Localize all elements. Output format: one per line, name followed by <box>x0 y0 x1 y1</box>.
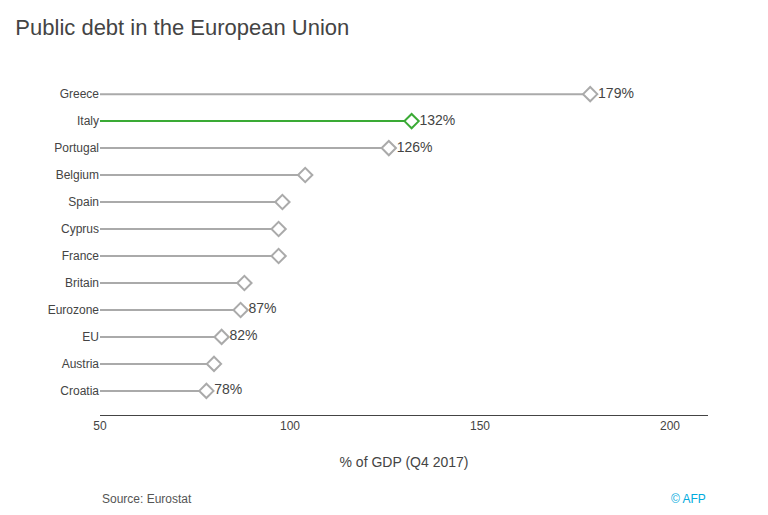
svg-text:179%: 179% <box>598 85 634 101</box>
svg-text:150: 150 <box>470 419 490 433</box>
svg-text:82%: 82% <box>229 327 257 343</box>
svg-text:Public debt in the European Un: Public debt in the European Union <box>15 15 349 40</box>
svg-text:Cyprus: Cyprus <box>61 222 99 236</box>
svg-text:Greece: Greece <box>60 87 100 101</box>
svg-text:Belgium: Belgium <box>56 168 99 182</box>
svg-text:© AFP: © AFP <box>671 492 706 506</box>
svg-text:Austria: Austria <box>62 357 100 371</box>
svg-text:EU: EU <box>82 330 99 344</box>
svg-text:Source: Eurostat: Source: Eurostat <box>102 492 192 506</box>
svg-text:France: France <box>62 249 100 263</box>
svg-text:Portugal: Portugal <box>54 141 99 155</box>
svg-text:78%: 78% <box>214 381 242 397</box>
svg-text:132%: 132% <box>419 112 455 128</box>
svg-text:100: 100 <box>280 419 300 433</box>
svg-text:50: 50 <box>93 419 107 433</box>
svg-text:Britain: Britain <box>65 276 99 290</box>
svg-text:Italy: Italy <box>77 114 99 128</box>
svg-text:% of GDP (Q4 2017): % of GDP (Q4 2017) <box>340 454 469 470</box>
svg-text:Eurozone: Eurozone <box>48 303 100 317</box>
svg-text:126%: 126% <box>397 139 433 155</box>
svg-text:Croatia: Croatia <box>60 384 99 398</box>
svg-text:Spain: Spain <box>68 195 99 209</box>
svg-text:200: 200 <box>660 419 680 433</box>
svg-text:87%: 87% <box>248 300 276 316</box>
